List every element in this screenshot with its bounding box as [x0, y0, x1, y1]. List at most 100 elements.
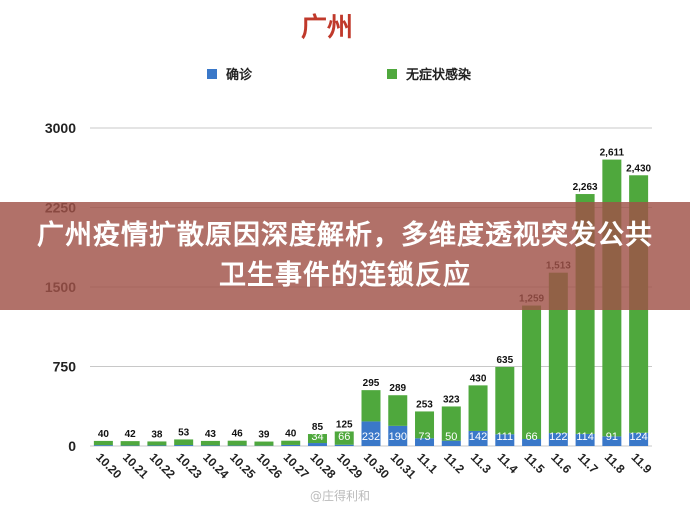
data-label-confirmed: 142 — [469, 431, 487, 443]
x-tick-label: 10.27 — [281, 450, 312, 481]
data-label-asymptomatic: 635 — [496, 355, 513, 366]
bar-confirmed — [522, 439, 542, 446]
bar-asymptomatic — [468, 385, 488, 431]
x-tick-label: 10.25 — [227, 450, 258, 481]
bar-asymptomatic — [174, 439, 194, 446]
bar-asymptomatic — [441, 406, 461, 441]
data-label-confirmed: 114 — [576, 431, 594, 443]
x-axis-ticks: 10.2010.2110.2210.2310.2410.2510.2610.27… — [93, 450, 654, 481]
headline-banner: 广州疫情扩散原因深度解析，多维度透视突发公共卫生事件的连锁反应 — [0, 202, 690, 310]
x-tick-label: 10.24 — [200, 450, 231, 481]
data-label-confirmed: 91 — [606, 431, 618, 443]
data-label-confirmed: 66 — [525, 431, 537, 443]
bar-asymptomatic — [522, 305, 542, 440]
bar-asymptomatic — [334, 431, 354, 445]
data-label-asymptomatic: 85 — [312, 422, 324, 433]
data-label-asymptomatic: 39 — [258, 430, 270, 441]
data-label-confirmed: 34 — [311, 431, 323, 443]
legend-label-confirmed: 确诊 — [226, 67, 253, 83]
data-label-asymptomatic: 295 — [363, 378, 380, 389]
legend-swatch-confirmed — [207, 69, 217, 79]
y-tick-label: 0 — [68, 438, 76, 454]
x-tick-label: 11.2 — [441, 450, 467, 476]
legend-label-asymptomatic: 无症状感染 — [405, 67, 472, 83]
bar-confirmed — [629, 432, 649, 446]
data-label-confirmed: 232 — [362, 431, 380, 443]
bar-confirmed — [602, 436, 622, 446]
bar-confirmed — [334, 444, 354, 446]
bar-asymptomatic — [93, 440, 113, 446]
data-label-confirmed: 50 — [445, 431, 457, 443]
data-label-confirmed: 111 — [496, 431, 513, 443]
bar-confirmed — [361, 421, 381, 446]
bar-asymptomatic — [548, 272, 568, 434]
data-label-asymptomatic: 43 — [205, 429, 217, 440]
y-tick-label: 3000 — [45, 120, 76, 136]
legend-swatch-asymptomatic — [387, 69, 397, 79]
data-label-asymptomatic: 289 — [389, 383, 406, 394]
bar-asymptomatic — [361, 390, 381, 422]
data-label-asymptomatic: 42 — [125, 429, 137, 440]
x-tick-label: 11.5 — [521, 450, 547, 476]
x-tick-label: 11.8 — [602, 450, 628, 476]
bar-confirmed — [93, 445, 113, 446]
x-tick-label: 10.22 — [147, 450, 178, 481]
data-label-confirmed: 122 — [549, 431, 567, 443]
bar-asymptomatic — [200, 440, 220, 446]
bar-confirmed — [388, 425, 408, 446]
bar-asymptomatic — [147, 441, 167, 446]
x-tick-label: 10.23 — [174, 450, 205, 481]
x-tick-label: 11.6 — [548, 450, 574, 476]
x-tick-label: 10.28 — [307, 450, 338, 481]
data-label-asymptomatic: 40 — [285, 429, 297, 440]
bar-asymptomatic — [495, 366, 515, 435]
data-label-asymptomatic: 2,263 — [573, 182, 598, 193]
data-label-asymptomatic: 2,430 — [626, 163, 651, 174]
data-label-asymptomatic: 40 — [98, 429, 110, 440]
bar-confirmed — [468, 430, 488, 446]
data-label-asymptomatic: 46 — [232, 429, 244, 440]
bar-confirmed — [200, 445, 220, 446]
watermark: @庄得利和 — [310, 488, 370, 503]
bar-confirmed — [495, 434, 515, 446]
data-label-asymptomatic: 38 — [151, 429, 163, 440]
bar-asymptomatic — [120, 441, 140, 446]
x-tick-label: 11.9 — [628, 450, 654, 476]
chart-title: 广州 — [301, 13, 353, 43]
data-label-asymptomatic: 253 — [416, 399, 433, 410]
x-tick-label: 11.7 — [575, 450, 601, 476]
bar-asymptomatic — [388, 395, 408, 426]
bar-confirmed — [174, 445, 194, 446]
x-tick-label: 10.21 — [120, 450, 151, 481]
x-tick-label: 11.4 — [495, 450, 521, 476]
bar-confirmed — [307, 443, 327, 446]
data-label-asymptomatic: 430 — [470, 373, 487, 384]
x-tick-label: 10.30 — [361, 450, 392, 481]
data-label-confirmed: 190 — [389, 431, 407, 443]
y-tick-label: 750 — [53, 359, 77, 375]
bar-confirmed — [575, 433, 595, 446]
data-label-asymptomatic: 323 — [443, 394, 460, 405]
data-label-confirmed: 66 — [338, 431, 350, 443]
x-tick-label: 11.3 — [468, 450, 494, 476]
bar-asymptomatic — [227, 440, 247, 446]
bar-asymptomatic — [254, 441, 274, 446]
x-tick-label: 10.26 — [254, 450, 285, 481]
bar-asymptomatic — [281, 440, 301, 445]
x-tick-label: 10.20 — [93, 450, 124, 481]
x-tick-label: 10.31 — [388, 450, 419, 481]
data-label-confirmed: 73 — [418, 431, 430, 443]
data-label-asymptomatic: 125 — [336, 419, 353, 430]
data-label-confirmed: 124 — [629, 431, 647, 443]
bar-confirmed — [415, 438, 435, 446]
data-label-asymptomatic: 53 — [178, 427, 190, 438]
data-label-asymptomatic: 2,611 — [600, 148, 625, 159]
bar-confirmed — [281, 444, 301, 446]
x-tick-label: 11.1 — [414, 450, 440, 476]
x-tick-label: 10.29 — [334, 450, 365, 481]
bar-confirmed — [441, 440, 461, 446]
bar-confirmed — [147, 445, 167, 446]
bar-asymptomatic — [415, 411, 435, 439]
bar-asymptomatic — [307, 434, 327, 444]
bar-confirmed — [548, 433, 568, 446]
